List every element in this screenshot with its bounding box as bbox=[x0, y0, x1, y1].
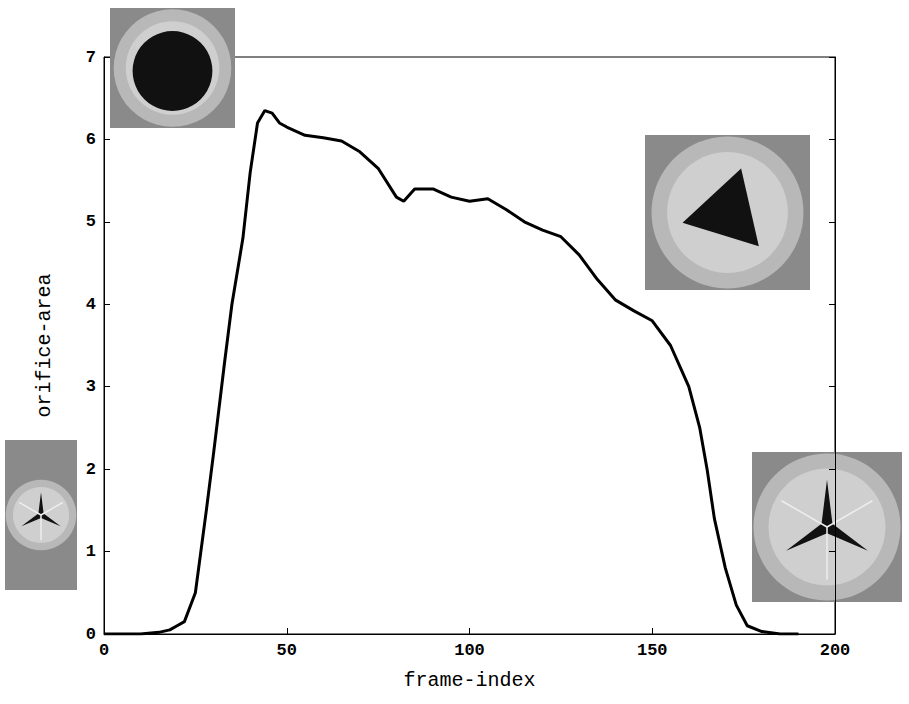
svg-text:200: 200 bbox=[820, 641, 851, 660]
svg-text:0: 0 bbox=[86, 625, 96, 644]
svg-text:50: 50 bbox=[277, 641, 297, 660]
svg-text:3: 3 bbox=[86, 377, 96, 396]
svg-text:7: 7 bbox=[86, 48, 96, 67]
svg-text:frame-index: frame-index bbox=[403, 669, 535, 692]
svg-text:0: 0 bbox=[99, 641, 109, 660]
svg-text:100: 100 bbox=[454, 641, 485, 660]
svg-text:6: 6 bbox=[86, 130, 96, 149]
svg-text:2: 2 bbox=[86, 460, 96, 479]
svg-text:5: 5 bbox=[86, 212, 96, 231]
svg-text:4: 4 bbox=[86, 295, 96, 314]
svg-text:150: 150 bbox=[637, 641, 668, 660]
svg-text:1: 1 bbox=[86, 542, 96, 561]
svg-text:orifice-area: orifice-area bbox=[33, 273, 56, 417]
